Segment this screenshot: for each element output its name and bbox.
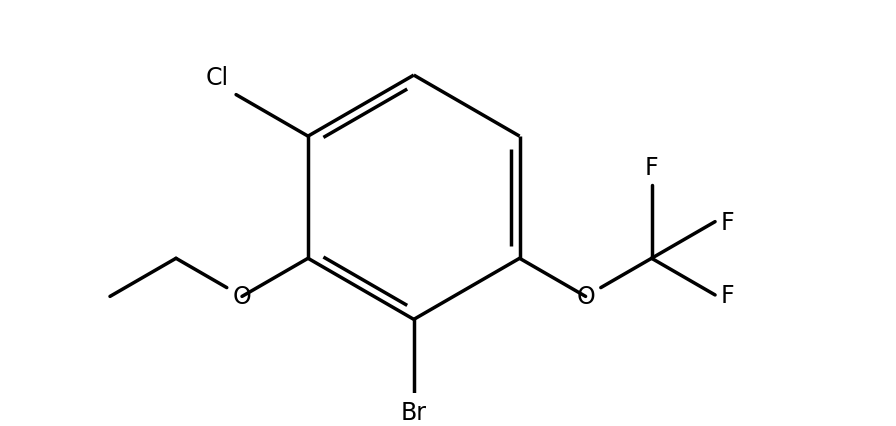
- Text: Cl: Cl: [205, 66, 228, 89]
- Text: F: F: [721, 210, 735, 234]
- Text: O: O: [576, 285, 595, 309]
- Text: F: F: [721, 283, 735, 307]
- Text: F: F: [645, 156, 659, 180]
- Text: O: O: [233, 285, 252, 309]
- Text: Br: Br: [401, 400, 426, 424]
